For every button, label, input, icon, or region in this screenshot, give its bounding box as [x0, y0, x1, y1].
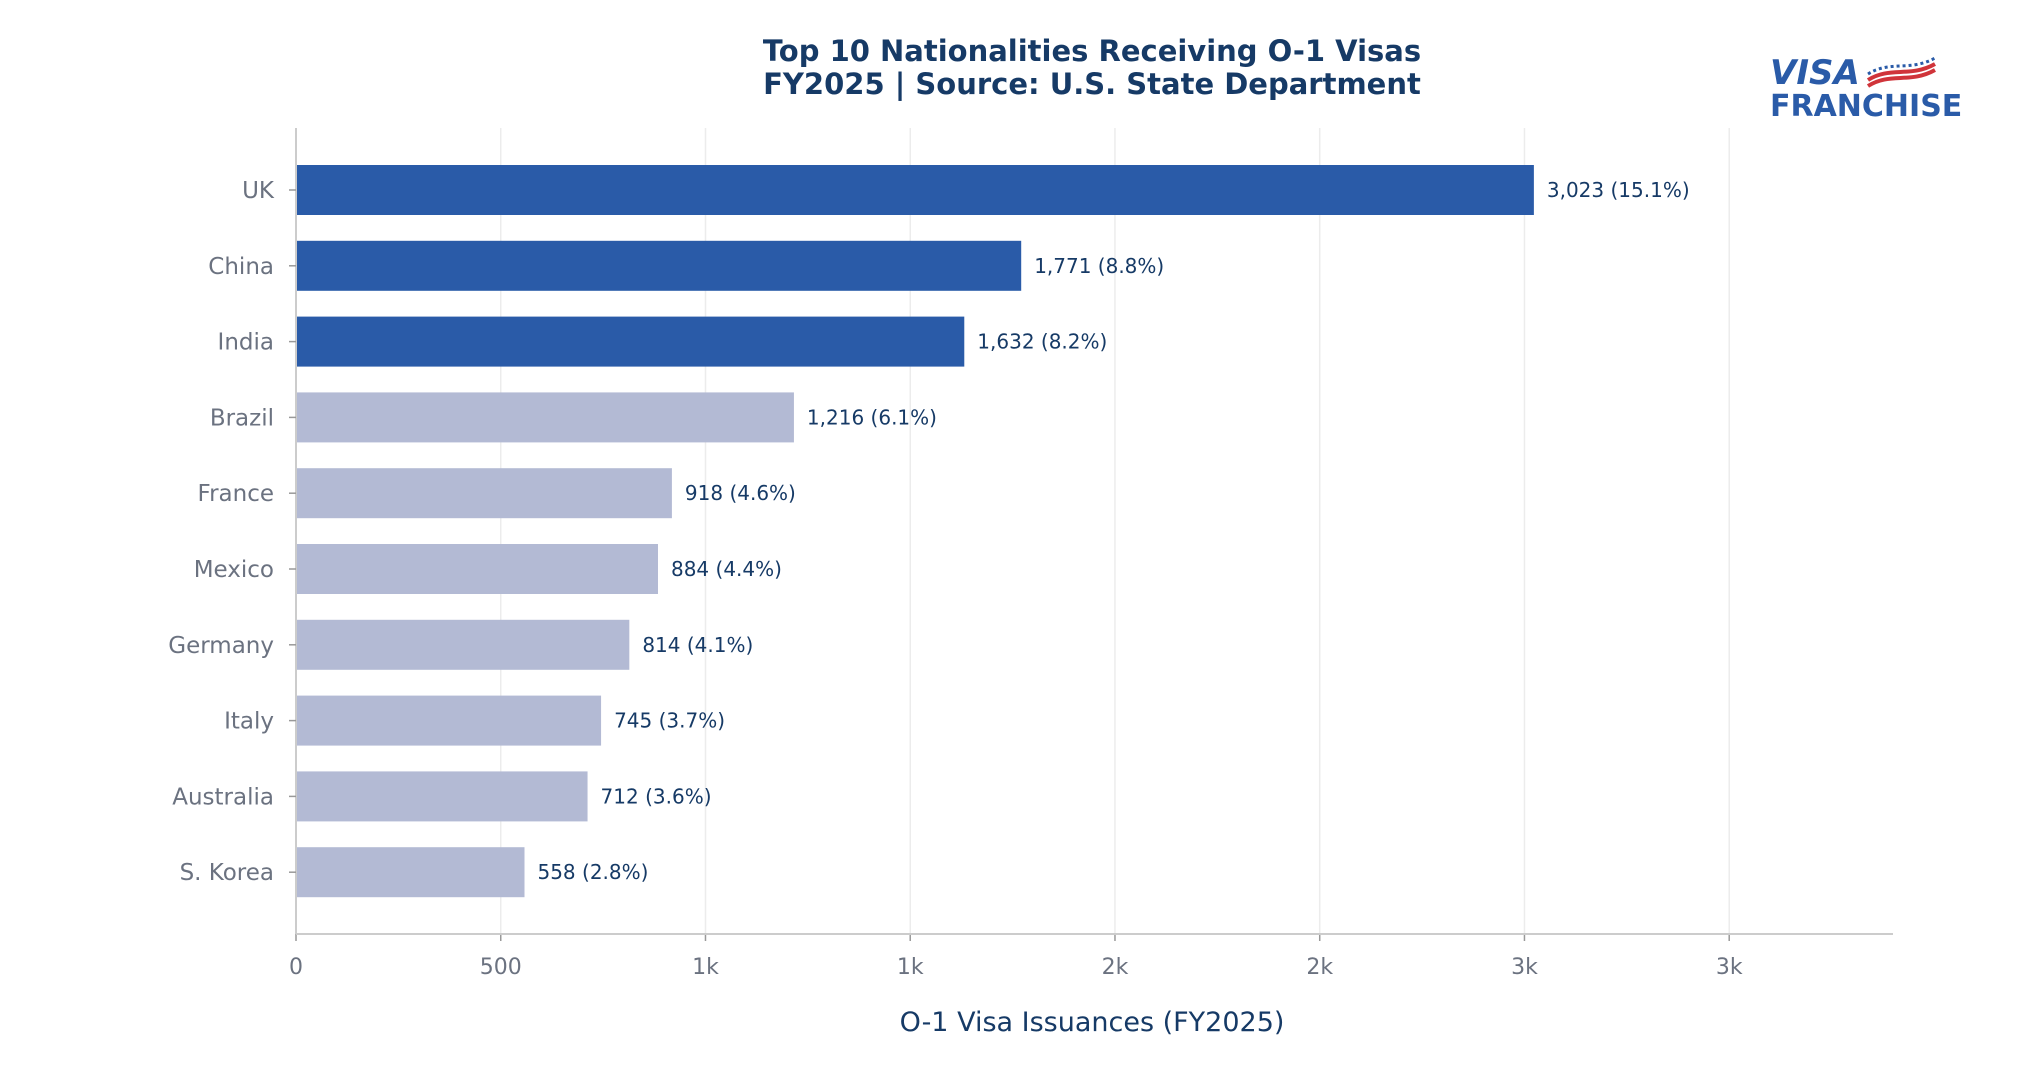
- value-label: 1,771 (8.8%): [1034, 254, 1164, 278]
- bar: [296, 619, 630, 670]
- flag-swoosh-icon: [1866, 56, 1936, 88]
- value-label: 712 (3.6%): [601, 784, 712, 808]
- bars: [296, 165, 1534, 898]
- x-tick-label: 3k: [1716, 955, 1743, 980]
- value-label: 3,023 (15.1%): [1547, 178, 1690, 202]
- category-labels: UK China India Brazil France Mexico Germany Ita…: [168, 178, 275, 886]
- value-label: 918 (4.6%): [685, 481, 796, 505]
- x-tick-label: 3k: [1511, 955, 1538, 980]
- category-label: S. Korea: [180, 860, 274, 886]
- category-label: India: [218, 330, 274, 356]
- logo-franchise-text: FRANCHISE: [1770, 89, 1962, 124]
- x-tick-label: 1k: [692, 955, 719, 980]
- x-tick-label: 1k: [897, 955, 924, 980]
- x-tick-label: 500: [480, 955, 522, 980]
- logo-visa-text: VISA: [1770, 53, 1860, 93]
- value-label: 1,632 (8.2%): [977, 330, 1107, 354]
- category-label: Germany: [168, 633, 274, 659]
- value-label: 558 (2.8%): [537, 860, 648, 884]
- bar: [296, 544, 658, 594]
- bar: [296, 165, 1534, 215]
- axes: [289, 128, 1893, 941]
- category-label: Mexico: [194, 557, 274, 583]
- bar: [296, 695, 602, 746]
- x-axis-title: O-1 Visa Issuances (FY2025): [900, 1007, 1285, 1038]
- x-tick-label: 0: [289, 955, 303, 980]
- value-label: 814 (4.1%): [642, 633, 753, 657]
- bar: [296, 468, 672, 519]
- category-label: UK: [242, 178, 275, 204]
- bar: [296, 847, 525, 898]
- bar: [296, 392, 794, 443]
- x-tick-label: 2k: [1306, 955, 1333, 980]
- category-label: Brazil: [210, 405, 274, 431]
- brand-logo: VISA FRANCHISE: [1770, 53, 1962, 124]
- value-label: 1,216 (6.1%): [807, 405, 937, 429]
- value-labels: 3,023 (15.1%) 1,771 (8.8%) 1,632 (8.2%) 1,2…: [537, 178, 1689, 884]
- bar: [296, 240, 1022, 291]
- chart-title: Top 10 Nationalities Receiving O-1 Visas: [763, 34, 1421, 68]
- category-label: Australia: [172, 784, 274, 810]
- value-label: 884 (4.4%): [671, 557, 782, 581]
- chart-subtitle: FY2025 | Source: U.S. State Department: [763, 67, 1421, 101]
- bar: [296, 771, 588, 822]
- x-tick-label: 2k: [1102, 955, 1129, 980]
- bar: [296, 316, 965, 367]
- category-label: China: [208, 254, 274, 280]
- category-label: France: [198, 481, 274, 507]
- category-label: Italy: [224, 709, 274, 735]
- x-tick-labels: 0 500 1k 1k 2k 2k 3k 3k: [289, 955, 1743, 980]
- value-label: 745 (3.7%): [614, 709, 725, 733]
